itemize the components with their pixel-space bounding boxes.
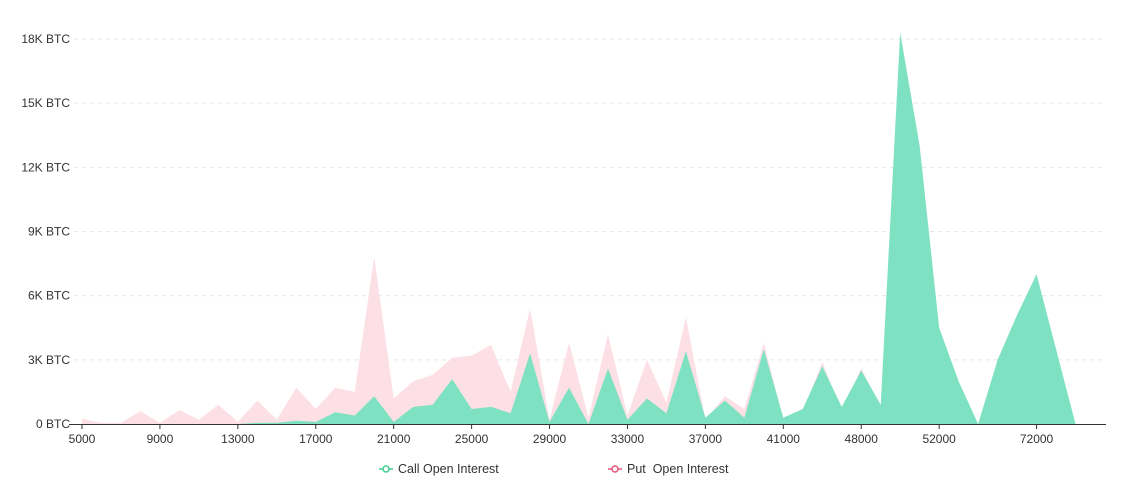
x-tick-label: 13000 xyxy=(221,432,255,446)
y-axis-ticks: 0 BTC 3K BTC 6K BTC 9K BTC 12K BTC 15K BTC 18K… xyxy=(21,32,70,431)
y-tick-label: 0 BTC xyxy=(36,417,70,431)
x-tick-label: 9000 xyxy=(147,432,174,446)
legend-item-put[interactable]: Put Open Interest xyxy=(608,462,729,476)
legend[interactable]: Call Open Interest Put Open Interest xyxy=(379,462,729,476)
x-tick-label: 29000 xyxy=(533,432,567,446)
y-tick-label: 12K BTC xyxy=(21,160,70,174)
call-series-area xyxy=(82,32,1095,424)
x-tick-label: 25000 xyxy=(455,432,489,446)
x-axis-ticks: 5000 9000 13000 17000 21000 25000 29000 33000 37… xyxy=(69,424,1054,446)
x-tick-label: 37000 xyxy=(689,432,723,446)
legend-call-label: Call Open Interest xyxy=(398,462,499,476)
x-tick-label: 72000 xyxy=(1020,432,1054,446)
x-tick-label: 52000 xyxy=(922,432,956,446)
legend-call-marker-icon xyxy=(382,465,390,473)
x-tick-label: 48000 xyxy=(845,432,879,446)
x-tick-label: 5000 xyxy=(69,432,96,446)
legend-put-marker-icon xyxy=(611,465,619,473)
x-tick-label: 17000 xyxy=(299,432,333,446)
x-tick-label: 41000 xyxy=(767,432,801,446)
legend-item-call[interactable]: Call Open Interest xyxy=(379,462,499,476)
legend-put-label: Put Open Interest xyxy=(627,462,729,476)
y-tick-label: 9K BTC xyxy=(28,225,70,239)
y-tick-label: 6K BTC xyxy=(28,289,70,303)
y-tick-label: 3K BTC xyxy=(28,353,70,367)
x-tick-label: 33000 xyxy=(611,432,645,446)
call-open-interest-area[interactable] xyxy=(82,32,1095,424)
grid-lines xyxy=(74,38,1104,361)
y-tick-label: 18K BTC xyxy=(21,32,70,46)
x-tick-label: 21000 xyxy=(377,432,411,446)
y-tick-label: 15K BTC xyxy=(21,96,70,110)
